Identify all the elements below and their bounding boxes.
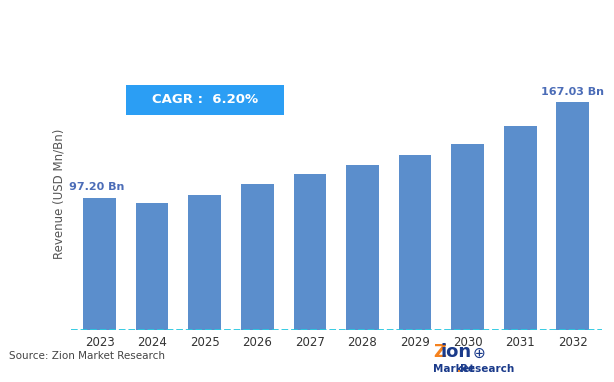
- Bar: [136, 203, 168, 330]
- Text: .: .: [457, 364, 462, 374]
- Text: 2024-2032 (USD Billion): 2024-2032 (USD Billion): [328, 19, 509, 34]
- FancyBboxPatch shape: [126, 84, 284, 115]
- Text: 167.03 Bn: 167.03 Bn: [542, 87, 604, 97]
- Bar: [188, 195, 221, 330]
- Text: CAGR :  6.20%: CAGR : 6.20%: [152, 93, 258, 106]
- Text: Source: Zion Market Research: Source: Zion Market Research: [9, 351, 165, 361]
- Text: Research: Research: [460, 364, 514, 374]
- Bar: [556, 102, 589, 330]
- Text: Global Hyperscale Data Center Market,: Global Hyperscale Data Center Market,: [11, 17, 377, 35]
- Bar: [504, 126, 537, 330]
- Y-axis label: Revenue (USD Mn/Bn): Revenue (USD Mn/Bn): [52, 129, 65, 259]
- Text: Market: Market: [433, 364, 475, 374]
- Bar: [451, 144, 484, 330]
- Text: 97.20 Bn: 97.20 Bn: [69, 182, 125, 192]
- Text: ⊕: ⊕: [473, 346, 486, 361]
- Text: Z: Z: [433, 343, 446, 361]
- Bar: [398, 155, 432, 330]
- Bar: [84, 198, 116, 330]
- Bar: [241, 184, 274, 330]
- Text: ion: ion: [441, 343, 472, 361]
- Bar: [346, 165, 379, 330]
- Bar: [293, 175, 326, 330]
